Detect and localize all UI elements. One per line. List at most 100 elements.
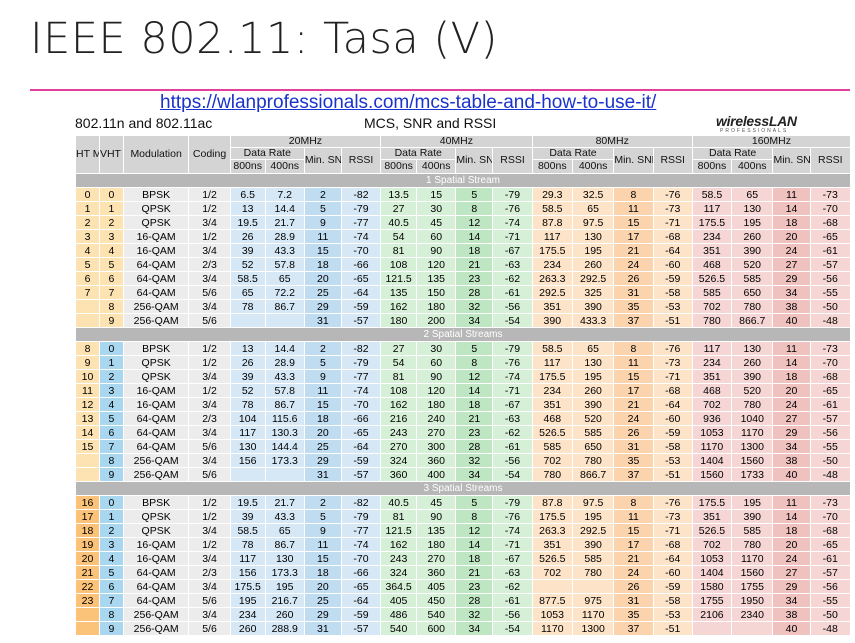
vht-mcs-cell: 4 xyxy=(98,397,124,412)
source-link[interactable]: https://wlanprofessionals.com/mcs-table-… xyxy=(160,92,657,113)
rate-400ns-cell: 72.2 xyxy=(264,285,305,300)
rate-400ns-cell: 195 xyxy=(571,369,615,384)
rate-800ns-cell: 121.5 xyxy=(380,271,418,286)
ht-mcs-cell xyxy=(75,453,100,468)
rssi-cell: -68 xyxy=(809,523,852,538)
rate-800ns-cell: 54 xyxy=(380,355,418,370)
vht-mcs-cell: 1 xyxy=(98,509,124,524)
mcs-table: HT MCS VHT MCS Modulation Coding 20MHz 4… xyxy=(75,135,852,636)
rate-400ns-cell: 260 xyxy=(731,355,774,370)
rate-400ns-cell: 43.3 xyxy=(264,369,305,384)
coding-cell: 3/4 xyxy=(188,579,231,594)
rate-800ns-cell: 19.5 xyxy=(229,215,266,230)
min-snr-cell: 35 xyxy=(613,607,654,622)
min-snr-cell: 29 xyxy=(772,579,811,594)
rssi-cell: -79 xyxy=(340,509,382,524)
min-snr-cell: 25 xyxy=(303,593,342,608)
rate-400ns-cell: 57.8 xyxy=(264,383,305,398)
min-snr-cell: 28 xyxy=(455,439,494,454)
vht-mcs-cell: 0 xyxy=(98,341,124,356)
vht-mcs-cell: 2 xyxy=(98,523,124,538)
ht-mcs-cell: 6 xyxy=(75,271,100,286)
table-row: 9 256-QAM 5/6 31 -57 360 400 34 -54 780 866.7 37 -51… xyxy=(75,467,852,482)
rate-400ns-cell: 86.7 xyxy=(264,397,305,412)
rssi-cell: -70 xyxy=(809,355,852,370)
rate-800ns-cell: 1053 xyxy=(691,551,733,566)
vht-mcs-cell: 7 xyxy=(98,285,124,300)
modulation-cell: QPSK xyxy=(122,201,190,216)
modulation-cell: 64-QAM xyxy=(122,593,190,608)
modulation-cell: QPSK xyxy=(122,509,190,524)
ht-mcs-cell: 14 xyxy=(75,425,100,440)
min-snr-cell: 18 xyxy=(303,257,342,272)
min-snr-cell: 17 xyxy=(613,383,654,398)
min-snr-cell: 23 xyxy=(455,579,494,594)
min-snr-cell: 34 xyxy=(455,621,494,636)
min-snr-cell: 34 xyxy=(772,439,811,454)
rate-800ns-cell: 702 xyxy=(531,565,573,580)
rate-800ns-cell: 263.3 xyxy=(531,523,573,538)
rate-400ns-cell: 195 xyxy=(571,243,615,258)
rssi-cell: -64 xyxy=(652,243,693,258)
rssi-cell: -61 xyxy=(492,593,533,608)
rssi-cell: -50 xyxy=(809,299,852,314)
rssi-cell: -61 xyxy=(492,285,533,300)
rate-800ns-cell: 26 xyxy=(229,355,266,370)
rate-800ns-cell: 81 xyxy=(380,243,418,258)
rssi-cell: -67 xyxy=(492,551,533,566)
rate-800ns-cell: 58.5 xyxy=(531,201,573,216)
rssi-cell: -57 xyxy=(340,467,382,482)
modulation-cell: 16-QAM xyxy=(122,397,190,412)
rate-800ns-cell: 468 xyxy=(691,383,733,398)
rate-400ns-cell: 90 xyxy=(416,369,457,384)
rate-400ns-cell: 866.7 xyxy=(571,467,615,482)
rate-400ns-cell: 115.6 xyxy=(264,411,305,426)
rate-800ns-cell: 180 xyxy=(380,313,418,328)
rate-400ns-cell: 130 xyxy=(571,355,615,370)
rate-400ns-cell: 65 xyxy=(264,523,305,538)
table-row: 9 256-QAM 5/6 260 288.9 31 -57 540 600 34 -54 1170 1… xyxy=(75,621,852,636)
rate-400ns-cell: 180 xyxy=(416,397,457,412)
rssi-cell: -57 xyxy=(809,565,852,580)
rssi-cell: -63 xyxy=(492,565,533,580)
modulation-cell: QPSK xyxy=(122,523,190,538)
rssi-cell: -79 xyxy=(340,355,382,370)
min-snr-cell: 29 xyxy=(772,425,811,440)
min-snr-cell: 8 xyxy=(613,341,654,356)
rssi-cell: -73 xyxy=(652,355,693,370)
rate-800ns-cell: 117 xyxy=(691,201,733,216)
rate-800ns-cell: 117 xyxy=(531,229,573,244)
table-caption-standards: 802.11n and 802.11ac xyxy=(75,115,213,131)
rate-400ns-cell: 130 xyxy=(731,341,774,356)
ht-mcs-cell: 18 xyxy=(75,523,100,538)
table-row: 8 256-QAM 3/4 78 86.7 29 -59 162 180 32 -56 351 390 3… xyxy=(75,299,852,314)
rate-800ns-cell: 156 xyxy=(229,453,266,468)
rssi-cell: -51 xyxy=(652,621,693,636)
coding-cell: 3/4 xyxy=(188,215,231,230)
min-snr-cell: 34 xyxy=(772,285,811,300)
rssi-cell: -48 xyxy=(809,313,852,328)
spatial-stream-header: 2 Spatial Streams xyxy=(75,327,851,342)
rate-800ns-cell: 78 xyxy=(229,299,266,314)
vht-mcs-cell: 8 xyxy=(98,299,124,314)
rssi-cell: -48 xyxy=(809,467,852,482)
rssi-cell: -54 xyxy=(492,313,533,328)
modulation-cell: QPSK xyxy=(122,369,190,384)
rate-800ns-cell: 234 xyxy=(229,607,266,622)
ht-mcs-cell: 15 xyxy=(75,439,100,454)
min-snr-cell: 15 xyxy=(613,215,654,230)
header-rssi-160mhz: RSSI xyxy=(809,147,852,174)
rssi-cell: -55 xyxy=(809,439,852,454)
rate-800ns-cell: 526.5 xyxy=(531,425,573,440)
rate-400ns-cell: 2340 xyxy=(731,607,774,622)
rssi-cell: -57 xyxy=(340,621,382,636)
rssi-cell: -54 xyxy=(492,621,533,636)
min-snr-cell: 9 xyxy=(303,523,342,538)
min-snr-cell: 14 xyxy=(455,229,494,244)
rssi-cell: -71 xyxy=(492,229,533,244)
rate-400ns-cell: 650 xyxy=(731,285,774,300)
rate-400ns-cell: 780 xyxy=(731,299,774,314)
rate-800ns-cell: 13 xyxy=(229,201,266,216)
modulation-cell: 64-QAM xyxy=(122,257,190,272)
rate-800ns-cell: 526.5 xyxy=(691,271,733,286)
